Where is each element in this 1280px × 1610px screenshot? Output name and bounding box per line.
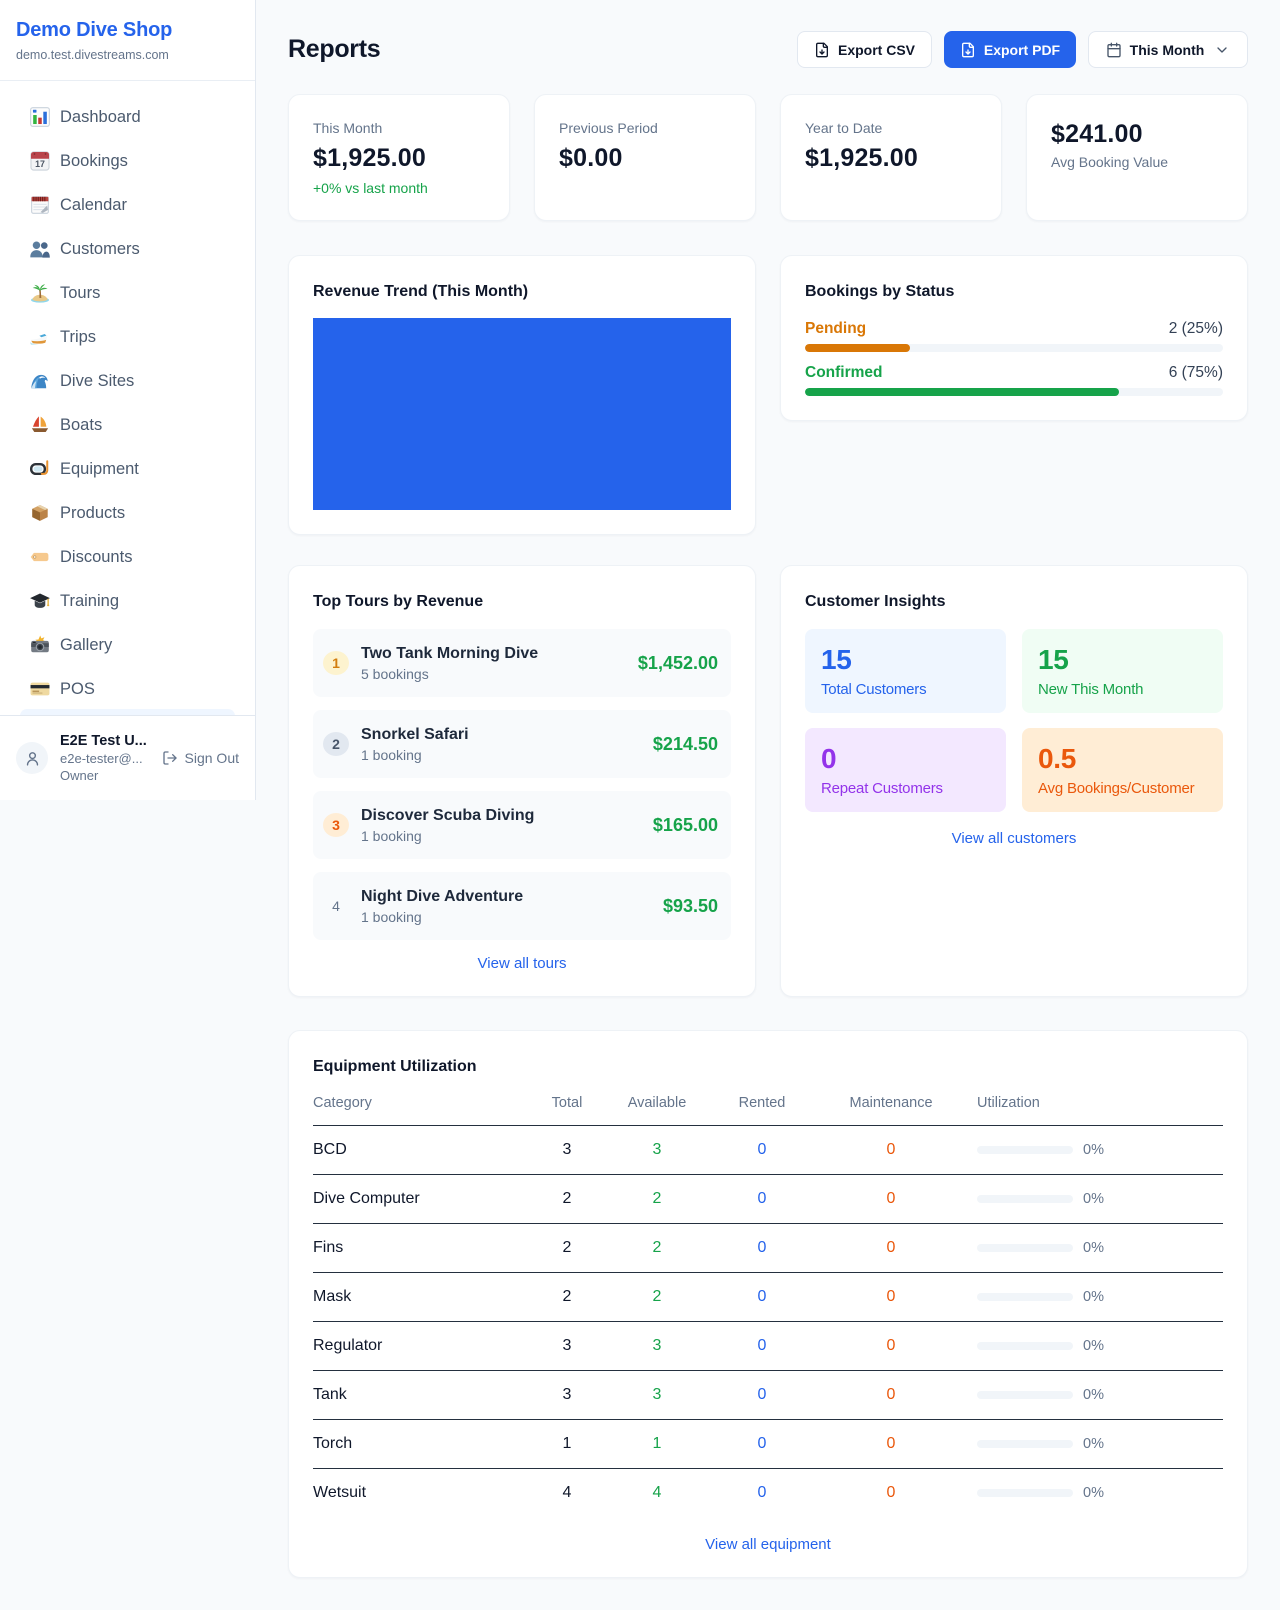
svg-text:17: 17 xyxy=(35,159,45,169)
